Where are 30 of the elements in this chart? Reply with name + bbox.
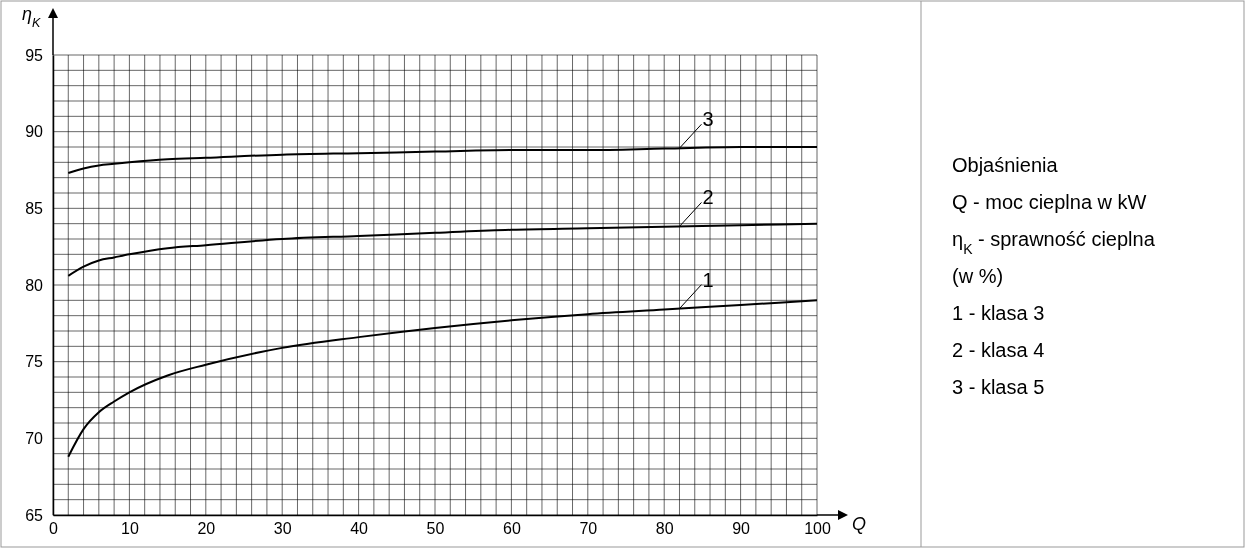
y-tick-label: 85 xyxy=(25,199,44,217)
x-tick-label: 80 xyxy=(655,520,674,538)
x-tick-label: 40 xyxy=(350,520,369,538)
x-tick-label: 90 xyxy=(732,520,751,538)
text: 2 - klasa 4 xyxy=(952,339,1045,361)
text: (w %) xyxy=(952,265,1004,287)
y-tick-label: 70 xyxy=(25,429,44,447)
text: η$_{K}$ - sprawność cieplna xyxy=(952,228,1156,257)
x-tick-label: 10 xyxy=(121,520,139,538)
y-tick-label: 95 xyxy=(25,46,44,64)
series-label: 1 xyxy=(702,268,714,291)
x-tick-label: 30 xyxy=(273,520,292,538)
y-tick-label: 80 xyxy=(25,276,44,294)
x-tick-label: 100 xyxy=(804,520,831,538)
y-tick-label: 75 xyxy=(25,353,44,371)
text: 1 - klasa 3 xyxy=(952,302,1045,324)
y-tick-label: 90 xyxy=(25,123,44,141)
text: Q - moc cieplna w kW xyxy=(952,191,1147,213)
series-label: 2 xyxy=(702,186,714,209)
x-tick-label: 60 xyxy=(503,520,521,538)
x-tick-label: 20 xyxy=(197,520,216,538)
y-axis-title: η$_{K}$ xyxy=(22,4,41,30)
text: Objaśnienia xyxy=(952,154,1059,176)
x-tick-label: 50 xyxy=(426,520,445,538)
x-tick-label: 70 xyxy=(579,520,598,538)
x-axis-title: Q xyxy=(852,514,867,534)
text: 3 - klasa 5 xyxy=(952,376,1045,398)
series-label: 3 xyxy=(702,108,714,131)
y-tick-label: 65 xyxy=(25,506,44,524)
x-tick-label: 0 xyxy=(49,520,59,538)
